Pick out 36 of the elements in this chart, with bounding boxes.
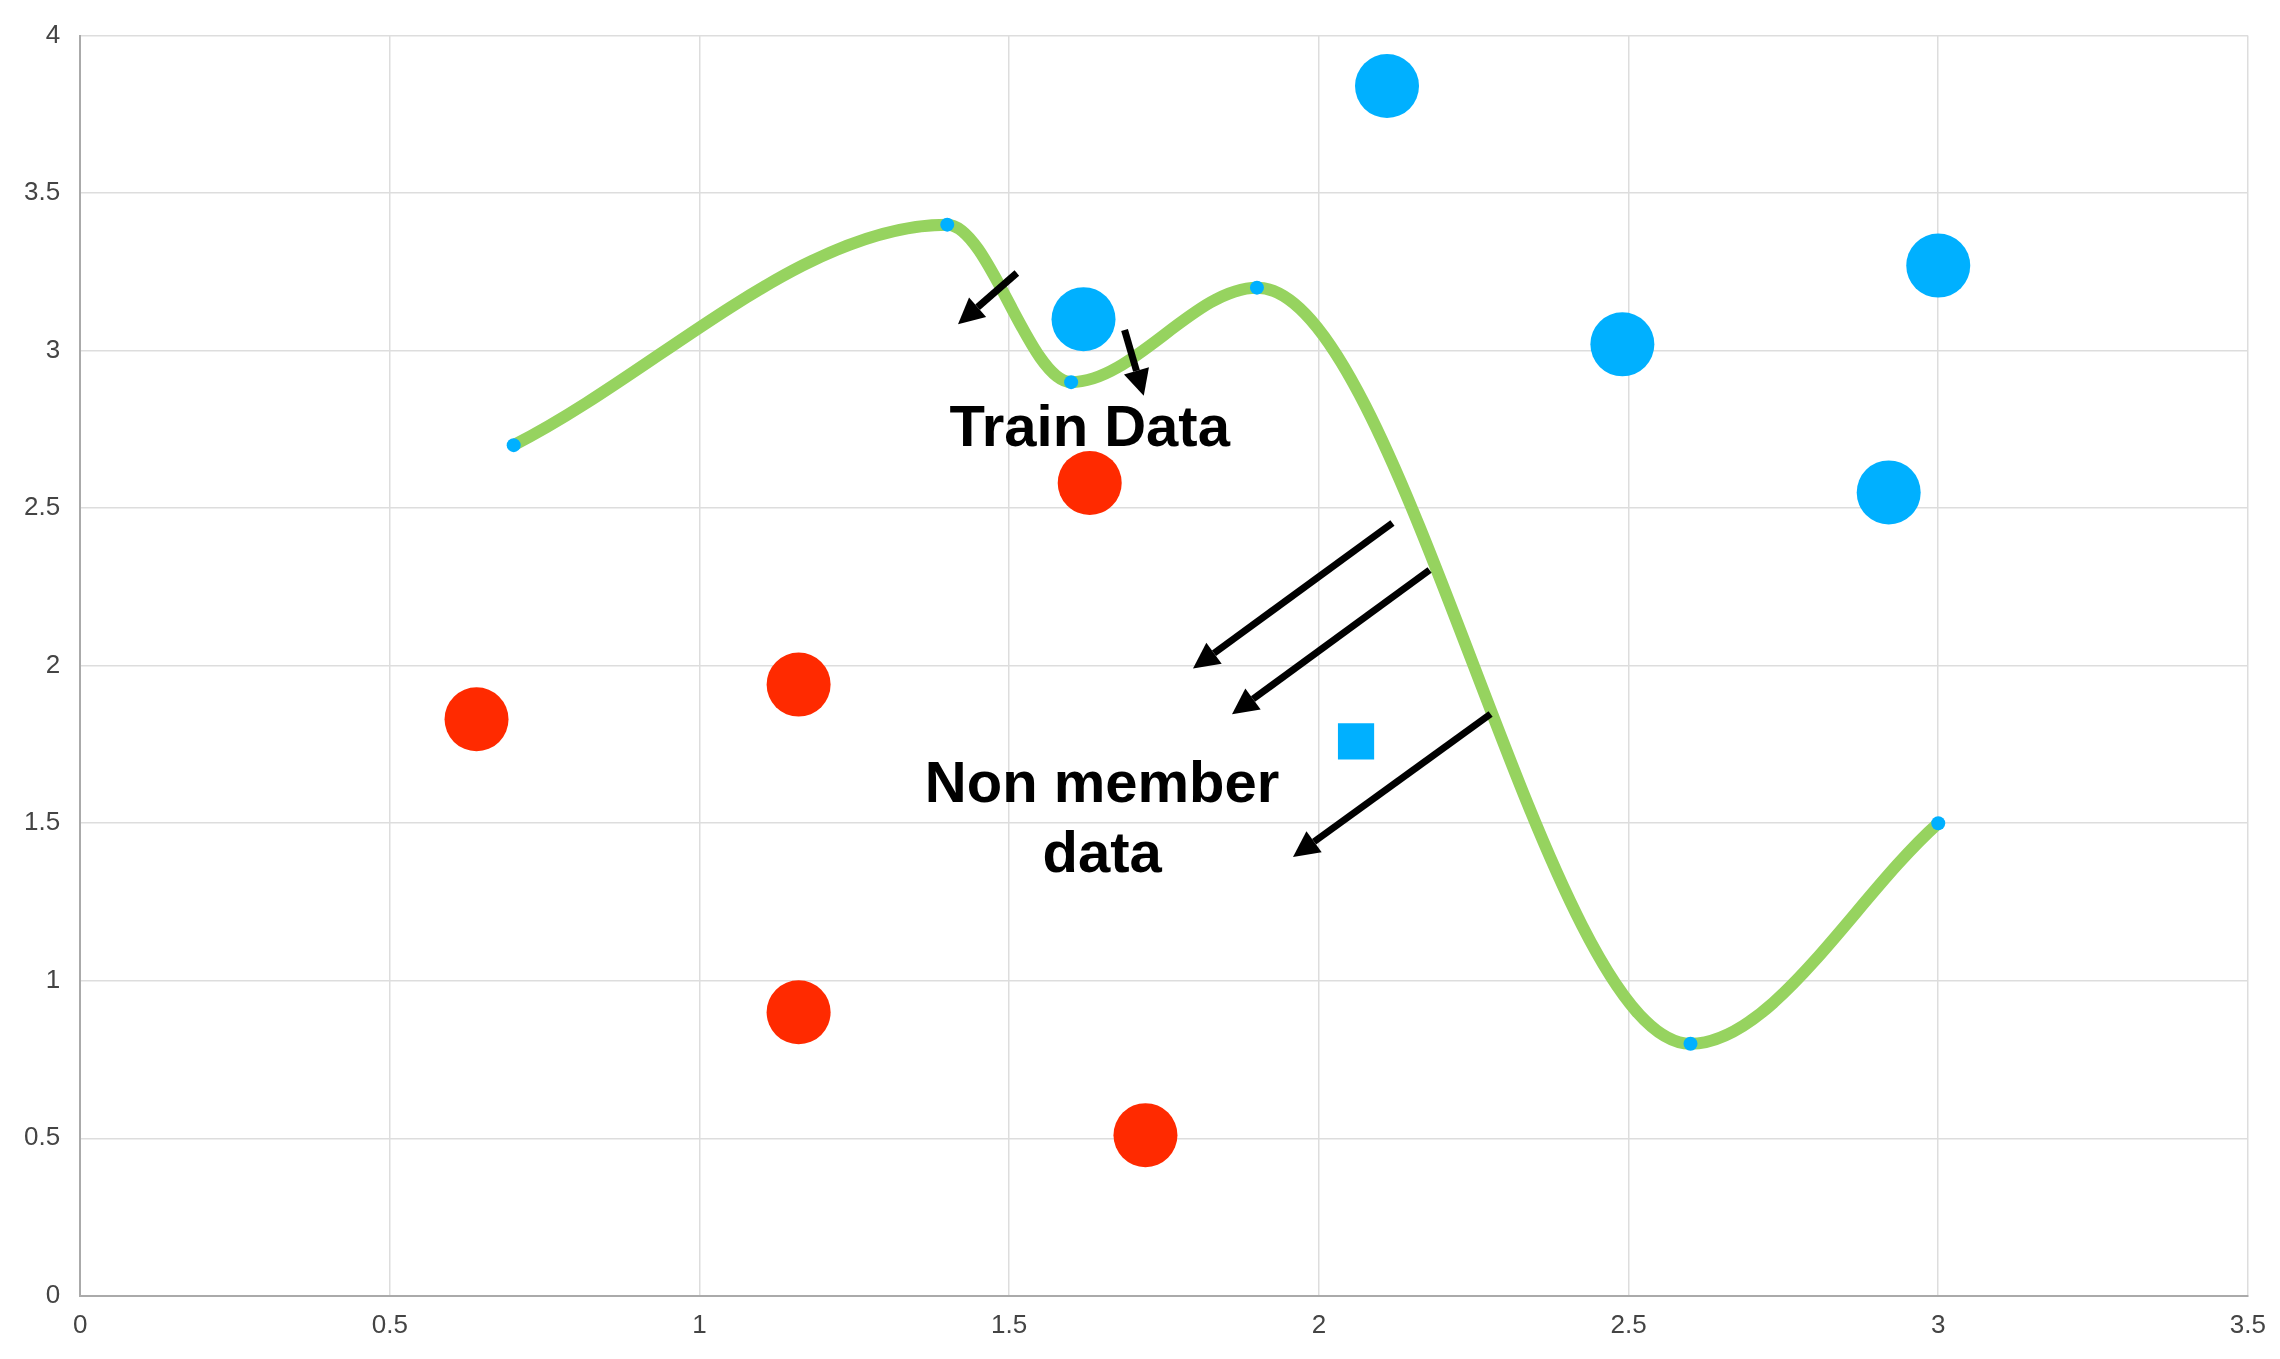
y-tick-label: 3.5 — [23, 176, 61, 207]
x-tick-label: 0.5 — [371, 1308, 408, 1339]
y-tick-label: 2.5 — [23, 491, 61, 522]
x-tick-label: 1 — [692, 1308, 707, 1339]
point — [766, 980, 831, 1045]
point — [1064, 375, 1079, 390]
x-tick-label: 1.5 — [991, 1308, 1028, 1339]
point — [940, 217, 955, 232]
annotation: Train Data — [949, 392, 1230, 461]
y-tick-label: 1.5 — [23, 806, 61, 837]
point — [1057, 450, 1122, 515]
y-tick-label: 1 — [45, 963, 61, 994]
point — [766, 652, 831, 717]
y-tick-label: 0 — [45, 1278, 61, 1309]
x-tick-label: 3.5 — [2229, 1308, 2267, 1339]
x-tick-label: 2 — [1311, 1308, 1327, 1339]
point — [444, 687, 509, 752]
x-tick-label: 0 — [72, 1308, 88, 1339]
point — [1113, 1103, 1178, 1168]
annotation: Non member data — [923, 748, 1281, 886]
point — [1355, 54, 1420, 119]
y-tick-label: 3 — [45, 333, 61, 364]
x-tick-label: 2.5 — [1610, 1308, 1647, 1339]
point — [1249, 280, 1264, 295]
point — [1906, 233, 1971, 298]
point — [1590, 312, 1655, 377]
point — [1856, 460, 1921, 525]
y-tick-label: 2 — [45, 648, 61, 679]
x-tick-label: 3 — [1931, 1308, 1946, 1339]
point — [506, 438, 521, 453]
y-tick-label: 0.5 — [23, 1121, 61, 1152]
y-tick-label: 4 — [45, 18, 61, 49]
point — [1337, 723, 1375, 760]
point — [1683, 1036, 1698, 1051]
point — [1931, 816, 1946, 831]
point — [1051, 287, 1116, 352]
